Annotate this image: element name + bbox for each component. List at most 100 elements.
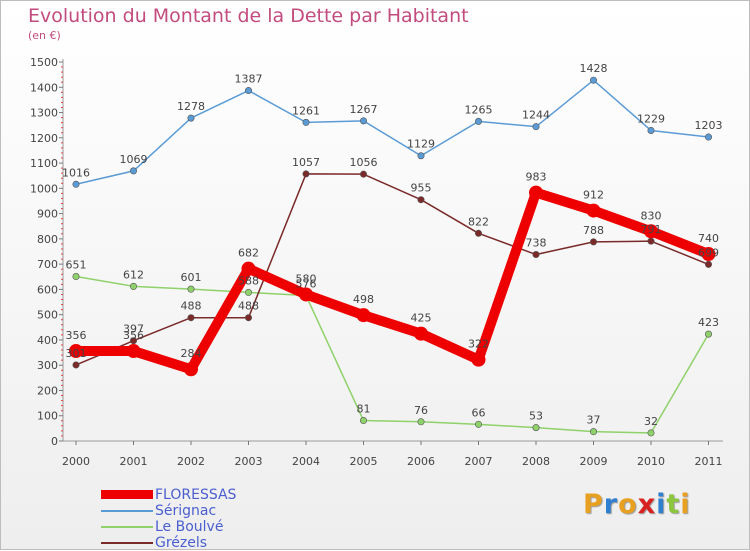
x-tick-label: 2008: [522, 455, 550, 468]
data-point-grezels: [187, 314, 195, 322]
logo-letter: t: [666, 489, 681, 520]
logo-letter: i: [680, 489, 691, 520]
data-point-grezels: [130, 337, 138, 345]
series-line-serignac: [75, 79, 710, 186]
y-tick-label: 200: [37, 384, 58, 397]
data-label-floressas: 425: [411, 312, 432, 325]
data-point-grezels: [417, 196, 425, 204]
data-label-serignac: 1278: [177, 100, 205, 113]
series-line-floressas: [71, 187, 714, 375]
y-tick-label: 1200: [30, 132, 58, 145]
data-point-grezels: [245, 314, 253, 322]
y-tick-label: 500: [37, 309, 58, 322]
y-tick-label: 100: [37, 410, 58, 423]
data-label-floressas: 740: [698, 232, 719, 245]
legend-label-serignac: Sérignac: [155, 503, 217, 519]
data-label-le-boulve: 423: [698, 316, 719, 329]
data-point-floressas: [471, 352, 486, 367]
data-label-le-boulve: 576: [296, 277, 317, 290]
x-tick-label: 2001: [120, 455, 148, 468]
data-label-serignac: 1261: [292, 104, 320, 117]
y-tick-label: 300: [37, 359, 58, 372]
data-label-serignac: 1244: [522, 109, 550, 122]
data-point-le-boulve: [532, 424, 540, 432]
series-line-le-boulve: [75, 275, 710, 434]
data-label-floressas: 498: [353, 293, 374, 306]
data-point-grezels: [359, 170, 367, 178]
data-point-grezels: [474, 229, 482, 237]
data-label-le-boulve: 32: [644, 415, 658, 428]
data-point-le-boulve: [130, 282, 138, 290]
logo-letter: x: [637, 489, 657, 520]
legend-swatch-boulve: [101, 526, 153, 528]
x-tick-label: 2009: [580, 455, 608, 468]
legend-swatch-serignac: [101, 510, 153, 512]
data-label-floressas: 322: [468, 338, 489, 351]
data-label-grezels: 738: [526, 237, 547, 250]
data-label-grezels: 301: [66, 347, 87, 360]
logo-letter: r: [603, 489, 619, 520]
y-tick-label: 1100: [30, 157, 58, 170]
legend-label-boulve: Le Boulvé: [155, 519, 224, 535]
data-label-grezels: 822: [468, 215, 489, 228]
data-label-le-boulve: 76: [414, 404, 428, 417]
data-point-serignac: [187, 114, 195, 122]
proxiti-logo: Proxiti: [583, 489, 691, 520]
data-point-grezels: [532, 251, 540, 259]
series-layer: [69, 76, 716, 437]
data-point-grezels: [704, 260, 712, 268]
data-point-serignac: [72, 180, 80, 188]
data-point-floressas: [356, 308, 371, 323]
y-tick-label: 1500: [30, 56, 58, 69]
x-tick-label: 2002: [177, 455, 205, 468]
data-point-serignac: [417, 152, 425, 160]
data-point-le-boulve: [474, 420, 482, 428]
data-label-serignac: 1129: [407, 138, 435, 151]
data-label-le-boulve: 81: [357, 403, 371, 416]
data-label-le-boulve: 37: [587, 414, 601, 427]
y-tick-label: 900: [37, 208, 58, 221]
data-point-le-boulve: [72, 273, 80, 281]
data-point-le-boulve: [647, 429, 655, 437]
legend-swatch-floressas: [101, 490, 153, 499]
data-label-floressas: 682: [238, 247, 259, 260]
data-label-grezels: 1057: [292, 156, 320, 169]
data-point-serignac: [647, 126, 655, 134]
data-label-le-boulve: 66: [472, 406, 486, 419]
data-point-grezels: [647, 237, 655, 245]
data-label-le-boulve: 651: [66, 259, 87, 272]
data-label-floressas: 356: [66, 329, 87, 342]
data-label-grezels: 955: [411, 182, 432, 195]
y-tick-label: 1300: [30, 107, 58, 120]
logo-letter: o: [618, 489, 638, 520]
data-point-le-boulve: [704, 330, 712, 338]
data-point-serignac: [589, 76, 597, 84]
data-point-serignac: [704, 133, 712, 141]
data-label-le-boulve: 612: [123, 268, 144, 281]
data-point-floressas: [299, 287, 313, 302]
data-label-floressas: 912: [583, 189, 604, 202]
x-tick-label: 2000: [62, 455, 90, 468]
data-point-floressas: [241, 261, 256, 276]
data-label-grezels: 1056: [350, 156, 378, 169]
x-tick-label: 2003: [235, 455, 263, 468]
y-tick-label: 400: [37, 334, 58, 347]
data-point-le-boulve: [417, 418, 425, 426]
data-label-grezels: 488: [238, 300, 259, 313]
data-point-serignac: [532, 123, 540, 131]
data-point-floressas: [644, 224, 658, 239]
legend-label-grezels: Grézels: [155, 535, 208, 551]
data-label-serignac: 1229: [637, 112, 665, 125]
logo-letter: i: [656, 489, 667, 520]
y-tick-label: 600: [37, 283, 58, 296]
data-point-floressas: [414, 326, 428, 341]
data-label-serignac: 1203: [695, 119, 723, 132]
data-label-serignac: 1387: [235, 73, 263, 86]
data-label-serignac: 1428: [580, 62, 608, 75]
data-label-serignac: 1265: [465, 103, 493, 116]
data-label-grezels: 791: [641, 223, 662, 236]
data-point-floressas: [184, 362, 198, 377]
data-label-grezels: 699: [698, 246, 719, 259]
